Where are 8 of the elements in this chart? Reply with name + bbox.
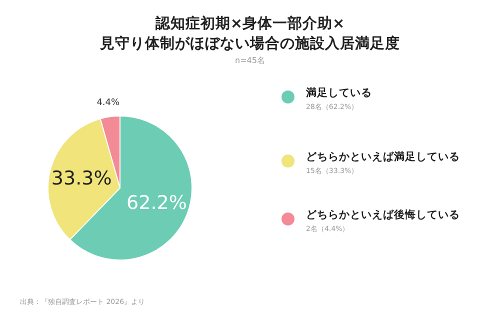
chart-title: 認知症初期×身体一部介助× 見守り体制がほぼない場合の施設入居満足度	[99, 14, 400, 52]
legend-label: 満足している	[305, 86, 372, 99]
data-label: 33.3%	[51, 167, 112, 190]
legend-label: どちらかといえば後悔している	[306, 208, 460, 221]
data-label: 4.4%	[96, 98, 120, 108]
legend-label: どちらかといえば満足している	[306, 150, 460, 163]
chart-subtitle: n=45名	[235, 56, 265, 65]
data-label: 62.2%	[126, 192, 187, 214]
